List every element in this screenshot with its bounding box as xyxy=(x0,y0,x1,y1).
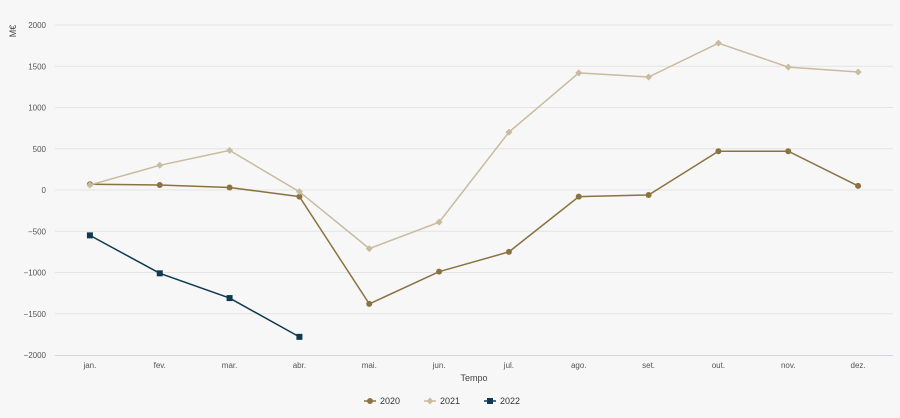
series-2021 xyxy=(86,39,862,253)
series-line-2021 xyxy=(89,42,859,250)
data-point-2022[interactable] xyxy=(156,270,163,277)
legend-label: 2022 xyxy=(500,396,520,406)
y-tick-label: −1500 xyxy=(24,310,47,319)
x-tick-label: fev. xyxy=(154,361,166,370)
data-point-2021[interactable] xyxy=(645,73,653,81)
data-point-2021[interactable] xyxy=(575,69,583,77)
y-axis-title: M€ xyxy=(8,25,18,38)
x-tick-label: abr. xyxy=(293,361,306,370)
data-point-2020[interactable] xyxy=(785,148,792,155)
x-tick-label: dez. xyxy=(851,361,866,370)
y-tick-label: −2000 xyxy=(24,351,47,360)
data-point-2021[interactable] xyxy=(86,181,94,189)
y-tick-label: 500 xyxy=(33,145,47,154)
y-tick-label: 2000 xyxy=(28,21,46,30)
grid-lines xyxy=(55,24,893,315)
x-tick-label: jun. xyxy=(432,361,446,370)
series-2020 xyxy=(86,148,862,307)
data-point-2020[interactable] xyxy=(645,191,652,198)
data-point-2022[interactable] xyxy=(86,232,93,239)
legend-marker[interactable] xyxy=(487,398,493,404)
legend-marker[interactable] xyxy=(367,398,373,404)
series-line-2022 xyxy=(89,234,300,338)
series-lines xyxy=(86,39,862,340)
data-point-2020[interactable] xyxy=(505,248,512,255)
y-tick-label: −500 xyxy=(28,227,47,236)
data-point-2020[interactable] xyxy=(436,268,443,275)
data-point-2020[interactable] xyxy=(855,182,862,189)
data-point-2021[interactable] xyxy=(784,63,792,71)
legend-item-2021[interactable]: 2021 xyxy=(424,396,460,406)
data-point-2020[interactable] xyxy=(715,148,722,155)
data-point-2020[interactable] xyxy=(575,193,582,200)
x-tick-label: ago. xyxy=(571,361,587,370)
data-point-2021[interactable] xyxy=(854,68,862,76)
data-point-2021[interactable] xyxy=(295,188,303,196)
legend-item-2022[interactable]: 2022 xyxy=(484,396,520,406)
y-tick-label: 1000 xyxy=(28,104,46,113)
data-point-2020[interactable] xyxy=(296,193,303,200)
data-point-2021[interactable] xyxy=(226,146,234,154)
x-tick-label: nov. xyxy=(781,361,796,370)
data-point-2021[interactable] xyxy=(505,128,513,136)
x-tick-label: out. xyxy=(712,361,725,370)
data-point-2021[interactable] xyxy=(365,245,373,253)
data-point-2020[interactable] xyxy=(366,300,373,307)
y-tick-label: 1500 xyxy=(28,62,46,71)
legend: 2020 2021 2022 xyxy=(364,396,520,406)
series-2022 xyxy=(86,232,303,340)
legend-label: 2020 xyxy=(380,396,400,406)
data-point-2021[interactable] xyxy=(435,218,443,226)
x-tick-label: mai. xyxy=(362,361,377,370)
x-tick-label: jan. xyxy=(82,361,96,370)
data-point-2020[interactable] xyxy=(226,184,233,191)
axes: −2000 −1500 −1000 −500 0 500 1000 1500 2000 jan. f… xyxy=(24,21,893,370)
data-point-2020[interactable] xyxy=(156,182,163,189)
x-tick-label: mar. xyxy=(222,361,238,370)
y-tick-label: −1000 xyxy=(24,269,47,278)
x-axis-title: Tempo xyxy=(460,373,487,383)
data-point-2022[interactable] xyxy=(296,333,303,340)
data-point-2022[interactable] xyxy=(226,295,233,302)
series-line-2020 xyxy=(89,150,859,305)
legend-item-2020[interactable]: 2020 xyxy=(364,396,400,406)
data-point-2021[interactable] xyxy=(714,39,722,47)
legend-label: 2021 xyxy=(440,396,460,406)
y-tick-label: 0 xyxy=(42,186,47,195)
x-tick-label: set. xyxy=(642,361,655,370)
x-tick-label: jul. xyxy=(503,361,514,370)
data-point-2021[interactable] xyxy=(156,161,164,169)
legend-marker[interactable] xyxy=(426,397,434,405)
